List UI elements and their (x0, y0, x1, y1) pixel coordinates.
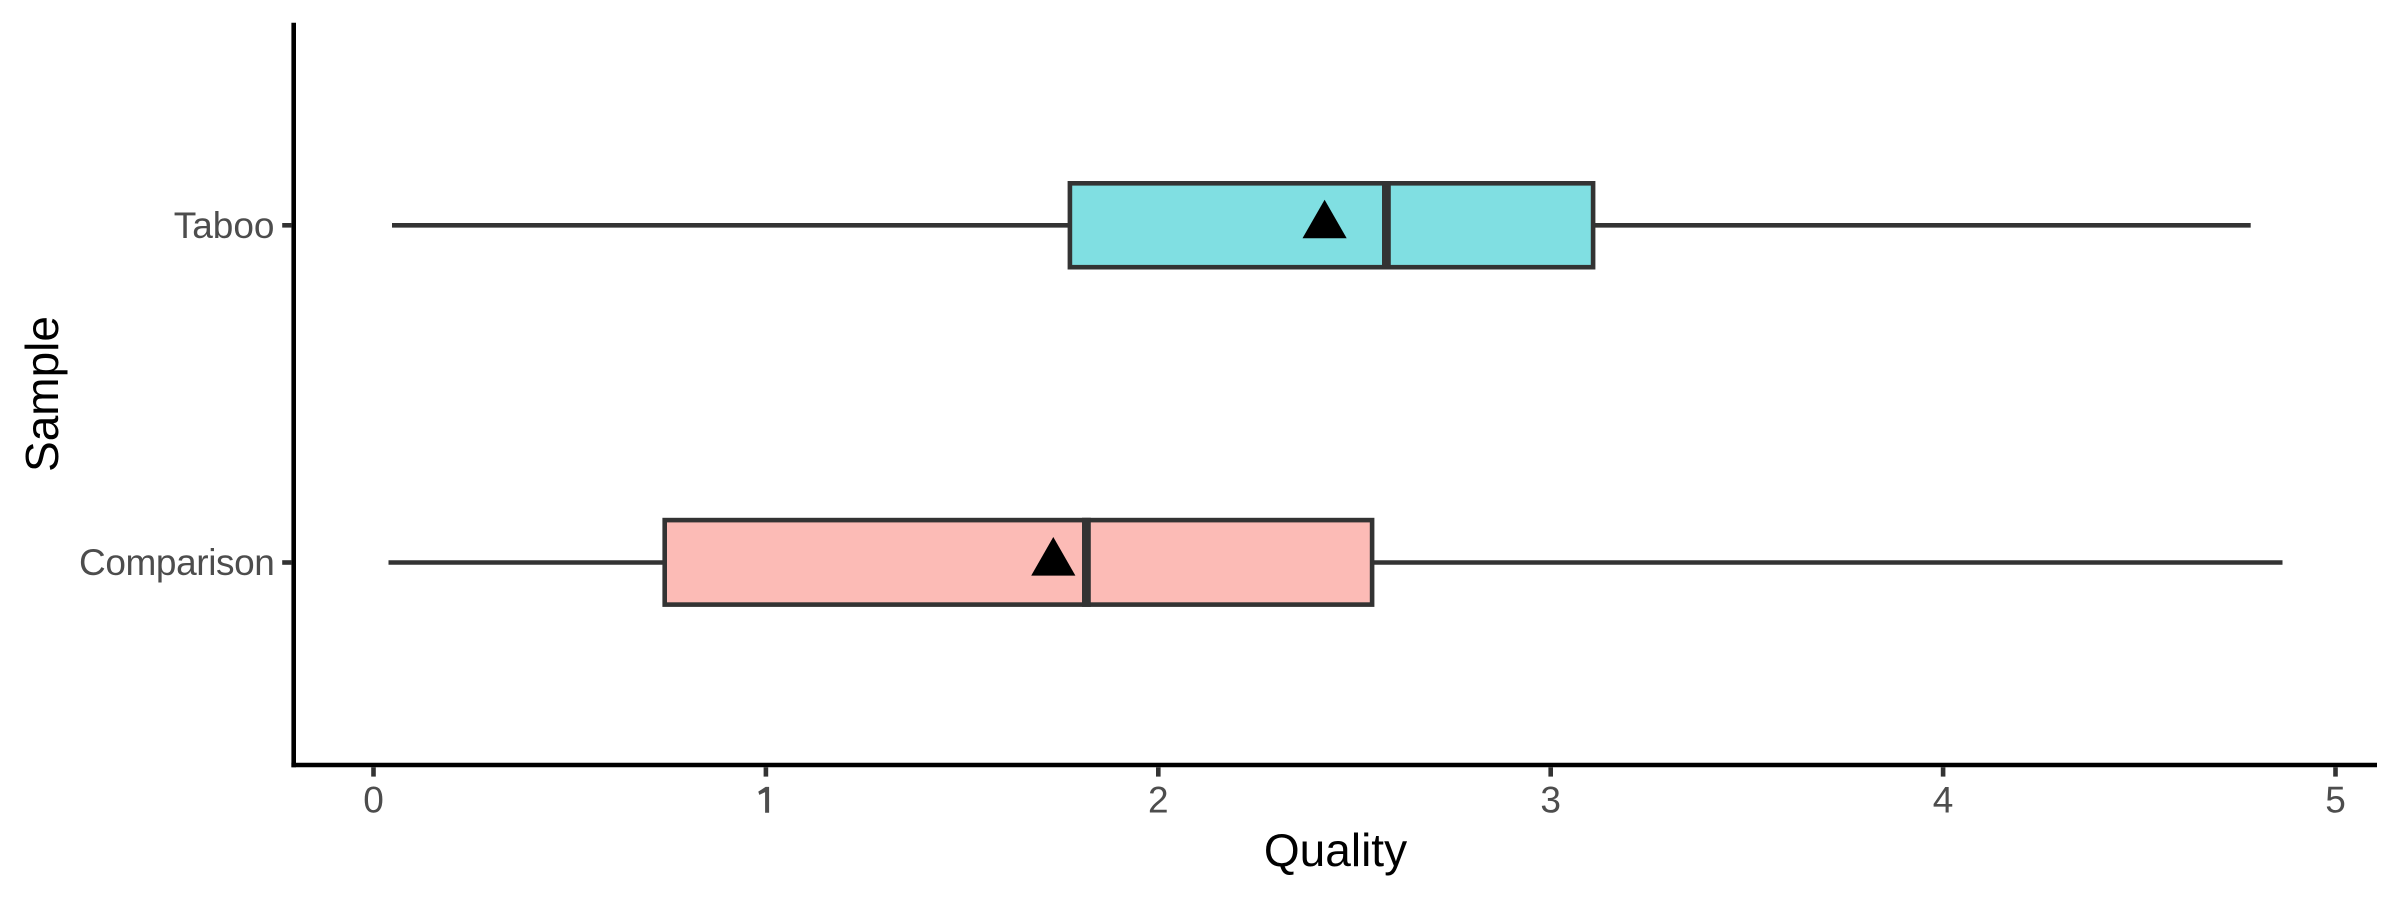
svg-text:5: 5 (2325, 780, 2346, 821)
svg-text:2: 2 (1148, 780, 1169, 821)
svg-text:Sample: Sample (16, 316, 68, 472)
svg-text:4: 4 (1933, 780, 1954, 821)
svg-text:3: 3 (1540, 780, 1561, 821)
svg-text:Quality: Quality (1264, 824, 1407, 876)
svg-text:Taboo: Taboo (174, 205, 275, 246)
svg-text:Comparison: Comparison (79, 542, 274, 583)
svg-text:0: 0 (363, 780, 384, 821)
